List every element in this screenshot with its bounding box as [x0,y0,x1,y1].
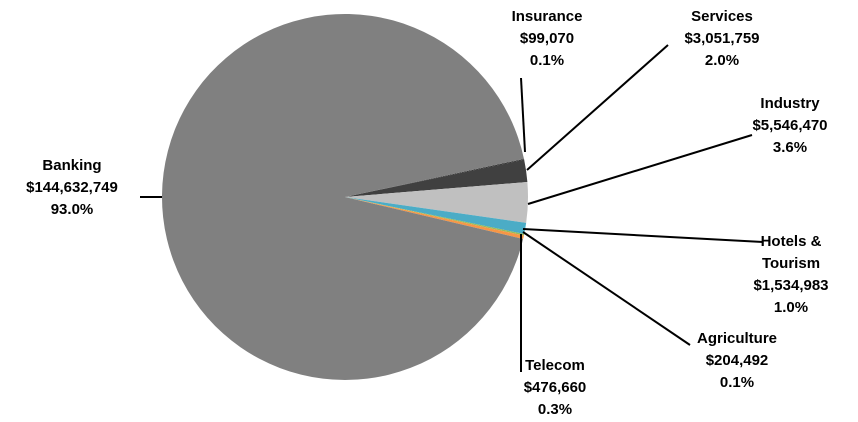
pie-slice [345,181,528,223]
data-label: Agriculture $204,492 0.1% [682,328,792,394]
percent-label: 0.1% [529,52,565,69]
percent-label: 2.0% [704,52,740,69]
data-label: Industry $5,546,470 3.6% [735,93,845,159]
leader-line [520,77,526,153]
category-label: Agriculture [696,330,777,347]
value-label: $476,660 [523,379,587,396]
percent-label: 1.0% [773,299,809,316]
data-label: Banking $144,632,749 93.0% [2,155,142,221]
category-label: Services [691,8,753,25]
value-label: $3,051,759 [684,30,760,47]
category-label: Telecom [525,357,585,374]
data-label: Insurance $99,070 0.1% [492,6,602,72]
percent-label: 93.0% [50,201,94,218]
pie-slice [345,197,525,236]
pie-slice [162,13,525,381]
leader-line [527,134,753,205]
data-label: Telecom $476,660 0.3% [515,355,595,421]
percent-label: 0.1% [719,374,755,391]
category-label: Industry [760,95,820,112]
category-label: Hotels & Tourism [760,233,822,272]
pie-slice [345,197,524,239]
leader-line [522,231,691,346]
category-label: Banking [42,157,102,174]
data-label: Services $3,051,759 2.0% [667,6,777,72]
pie-slice [345,159,528,197]
pie-slice [345,158,525,197]
data-label: Hotels & Tourism $1,534,983 1.0% [746,231,836,319]
percent-label: 3.6% [772,139,808,156]
value-label: $204,492 [705,352,769,369]
value-label: $1,534,983 [753,277,829,294]
leader-line [522,228,764,243]
pie-slice [345,197,527,235]
leader-line [526,44,669,171]
category-label: Insurance [511,8,583,25]
value-label: $5,546,470 [752,117,828,134]
value-label: $99,070 [519,30,575,47]
percent-label: 0.3% [537,401,573,418]
value-label: $144,632,749 [26,179,118,196]
